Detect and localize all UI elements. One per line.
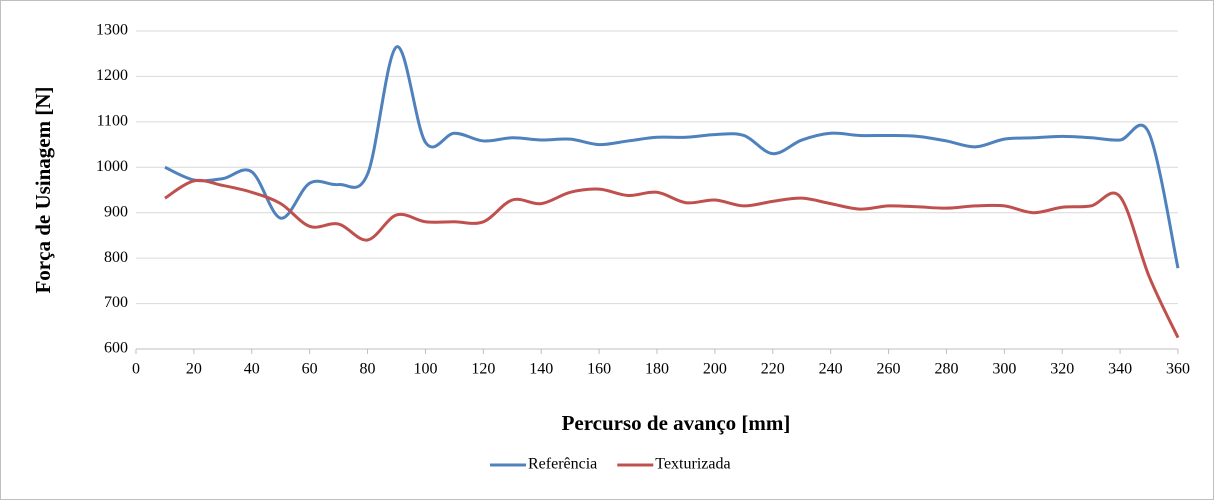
x-tick-label: 320 bbox=[1050, 361, 1074, 378]
x-tick-label: 280 bbox=[934, 361, 958, 378]
y-tick-label: 900 bbox=[104, 203, 128, 220]
y-tick-label: 1100 bbox=[97, 113, 128, 130]
x-tick-label: 260 bbox=[877, 361, 901, 378]
x-axis-label: Percurso de avanço [mm] bbox=[562, 411, 791, 435]
x-tick-label: 160 bbox=[587, 361, 611, 378]
x-tick-label: 140 bbox=[529, 361, 553, 378]
x-tick-label: 200 bbox=[703, 361, 727, 378]
y-tick-label: 800 bbox=[104, 249, 128, 266]
series-line bbox=[164, 178, 1180, 339]
x-tick-label: 340 bbox=[1108, 361, 1132, 378]
x-tick-label: 180 bbox=[645, 361, 669, 378]
x-tick-label: 220 bbox=[761, 361, 785, 378]
y-tick-label: 600 bbox=[104, 340, 128, 357]
y-tick-label: 700 bbox=[104, 294, 128, 311]
legend-label: Referência bbox=[528, 456, 597, 473]
x-tick-label: 80 bbox=[360, 361, 376, 378]
x-tick-label: 100 bbox=[413, 361, 437, 378]
y-tick-label: 1300 bbox=[96, 22, 128, 39]
x-tick-label: 20 bbox=[186, 361, 202, 378]
x-tick-label: 360 bbox=[1166, 361, 1190, 378]
y-axis-label: Força de Usinagem [N] bbox=[31, 86, 55, 293]
y-tick-label: 1200 bbox=[96, 67, 128, 84]
x-tick-label: 40 bbox=[244, 361, 260, 378]
series-line bbox=[164, 45, 1180, 269]
x-tick-label: 60 bbox=[302, 361, 318, 378]
x-tick-label: 120 bbox=[471, 361, 495, 378]
y-tick-label: 1000 bbox=[96, 158, 128, 175]
x-tick-label: 240 bbox=[819, 361, 843, 378]
legend-label: Texturizada bbox=[655, 456, 730, 473]
x-tick-label: 0 bbox=[132, 361, 140, 378]
x-tick-label: 300 bbox=[992, 361, 1016, 378]
